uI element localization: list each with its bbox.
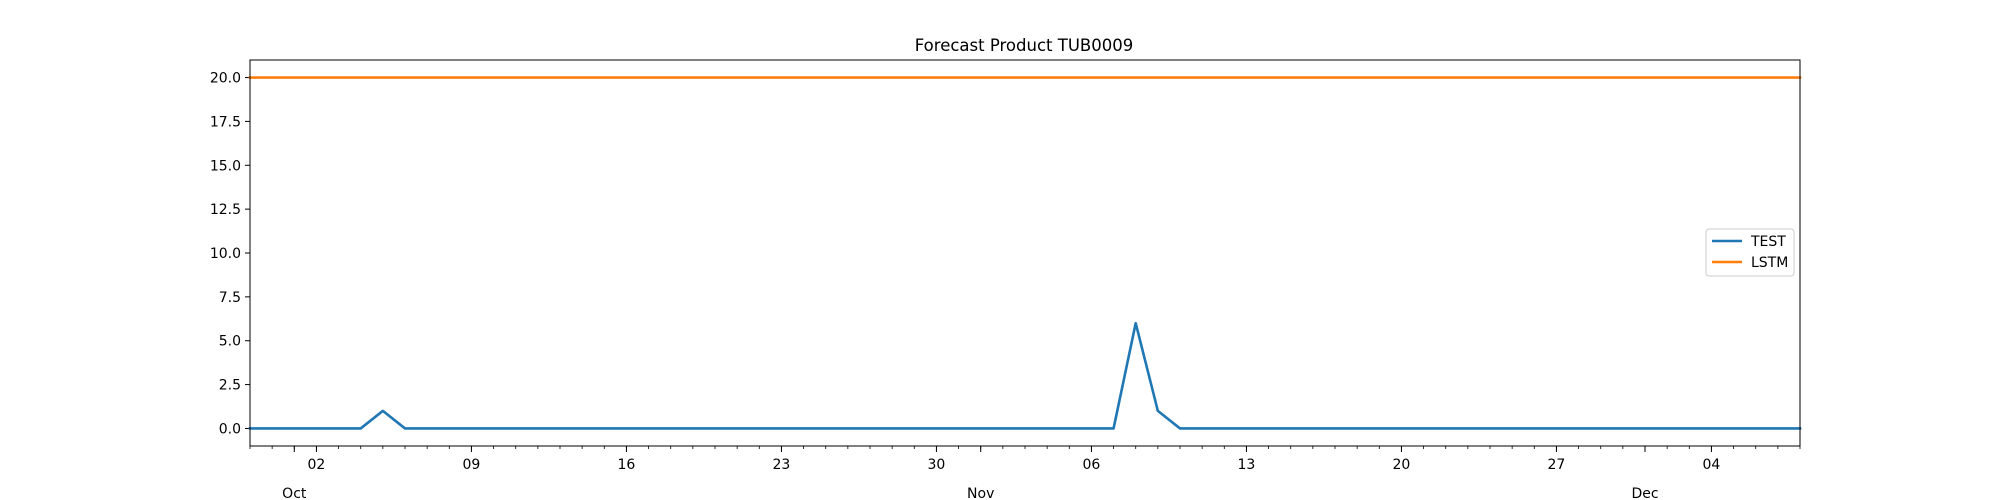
y-tick-label: 20.0 — [210, 71, 241, 87]
chart-title: Forecast Product TUB0009 — [915, 36, 1133, 55]
y-tick-label: 12.5 — [210, 202, 241, 218]
x-month-label: Oct — [282, 486, 307, 500]
y-axis: 0.0 2.5 5.0 7.5 10.0 12.5 15.0 17.5 20.0 — [210, 71, 250, 437]
x-tick-label: 13 — [1238, 457, 1256, 473]
y-tick-label: 5.0 — [219, 334, 241, 350]
x-tick-label: 16 — [618, 457, 636, 473]
x-tick-label: 23 — [773, 457, 791, 473]
y-tick-label: 15.0 — [210, 158, 241, 174]
legend-label-test: TEST — [1750, 234, 1786, 250]
plot-frame — [249, 59, 1801, 447]
series-line-test — [248, 321, 1802, 430]
y-tick-label: 17.5 — [210, 114, 241, 130]
x-tick-label: 06 — [1083, 457, 1101, 473]
legend-label-lstm: LSTM — [1751, 255, 1788, 271]
x-tick-label: 30 — [928, 457, 946, 473]
y-tick-label: 2.5 — [219, 378, 241, 394]
y-tick-label: 7.5 — [219, 290, 241, 306]
x-axis: 02 09 16 23 30 06 13 20 27 04 Oct Nov Dec — [249, 446, 1801, 500]
series-layer — [248, 76, 1802, 430]
y-tick-label: 10.0 — [210, 246, 241, 262]
x-month-label: Nov — [967, 486, 994, 500]
x-tick-label: 02 — [308, 457, 326, 473]
y-tick-label: 0.0 — [219, 421, 241, 437]
x-tick-label: 09 — [463, 457, 481, 473]
legend: TEST LSTM — [1705, 228, 1795, 277]
x-tick-label: 20 — [1393, 457, 1411, 473]
x-month-label: Dec — [1631, 486, 1658, 500]
x-tick-label: 04 — [1703, 457, 1721, 473]
x-tick-label: 27 — [1548, 457, 1566, 473]
